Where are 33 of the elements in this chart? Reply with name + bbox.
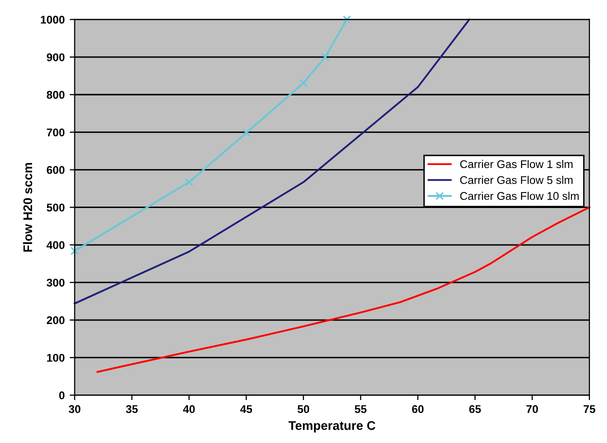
legend-label: Carrier Gas Flow 1 slm — [460, 160, 572, 168]
point — [342, 15, 352, 24]
x-tick-label: 75 — [584, 405, 596, 414]
point — [70, 246, 79, 256]
x-tick-label: 35 — [126, 405, 138, 414]
x-tick-label: 70 — [526, 405, 538, 414]
x-tick-label: 55 — [354, 405, 366, 414]
legend-label: Carrier Gas Flow 10 slm — [460, 192, 579, 200]
y-tick-label: 1000 — [40, 16, 64, 24]
y-axis-title: Flow H20 sccm — [23, 162, 32, 252]
legend-label: Carrier Gas Flow 5 slm — [460, 176, 572, 184]
y-tick-label: 700 — [46, 128, 64, 136]
y-tick-label: 600 — [46, 166, 64, 174]
x-tick-label: 60 — [412, 405, 424, 414]
x-tick-label: 30 — [68, 405, 80, 414]
point — [184, 178, 194, 186]
point — [299, 78, 308, 88]
y-tick-label: 900 — [46, 53, 64, 62]
x-tick-label: 45 — [240, 405, 252, 414]
y-tick-label: 100 — [47, 354, 64, 362]
y-tick-label: 200 — [46, 316, 64, 324]
y-tick-label: 500 — [46, 204, 64, 212]
x-tick-label: 50 — [298, 405, 310, 414]
x-axis-title: Temperature C — [288, 421, 376, 432]
y-tick-label: 0 — [59, 391, 64, 400]
y-tick-label: 400 — [46, 241, 64, 250]
x-tick-label: 65 — [469, 405, 481, 414]
x-tick-label: 40 — [183, 405, 195, 414]
line-series — [96, 206, 590, 373]
point — [321, 52, 330, 62]
y-tick-label: 300 — [46, 278, 64, 287]
point — [242, 128, 250, 138]
y-tick-label: 800 — [46, 90, 64, 99]
